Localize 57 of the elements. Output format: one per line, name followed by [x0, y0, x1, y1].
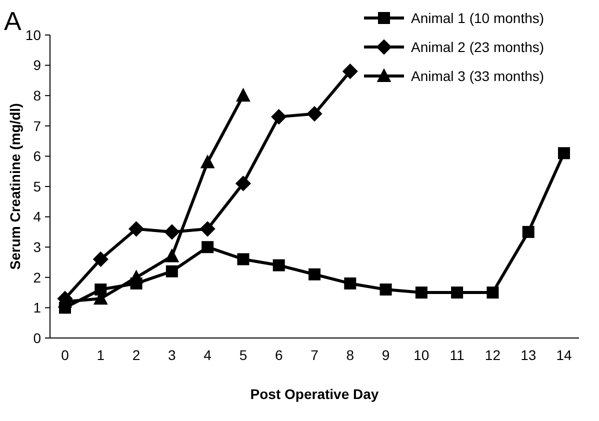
point [236, 88, 250, 102]
point [344, 277, 356, 290]
point [271, 109, 287, 125]
point [202, 241, 214, 254]
y-tick-label: 9 [33, 57, 42, 74]
y-tick-label: 1 [33, 300, 42, 316]
point [166, 265, 178, 278]
x-tick-label: 13 [520, 347, 536, 363]
point [380, 284, 392, 296]
point [164, 248, 180, 262]
point [237, 253, 250, 266]
text: A [4, 6, 22, 36]
point [451, 286, 464, 299]
x-tick-label: 8 [346, 347, 354, 363]
point [200, 154, 215, 168]
point [558, 147, 570, 160]
point [94, 284, 107, 296]
x-tick-label: 5 [239, 347, 248, 363]
point [308, 268, 320, 280]
y-axis-title: Serum Creatinine (mg/dl) [7, 103, 23, 270]
y-tick-label: 8 [33, 88, 42, 104]
y-tick-label: 7 [33, 118, 42, 134]
x-tick-label: 14 [556, 347, 572, 363]
point [272, 259, 285, 272]
y-tick-label: 5 [33, 178, 42, 194]
y-tick-label: 10 [25, 26, 42, 43]
x-tick-label: 3 [168, 347, 176, 363]
point [164, 224, 180, 240]
point [415, 286, 428, 299]
x-tick-label: 2 [132, 347, 140, 363]
x-tick-label: 4 [204, 347, 212, 363]
legend-label: Animal 2 (23 months) [411, 38, 544, 55]
point [486, 286, 499, 299]
y-tick-label: 2 [33, 269, 42, 286]
x-tick-label: 0 [61, 347, 70, 363]
point [342, 64, 358, 80]
point [128, 221, 144, 237]
point [200, 221, 216, 237]
x-tick-label: 9 [382, 347, 390, 363]
x-tick-label: 10 [414, 347, 430, 363]
y-tick-label: 0 [33, 330, 42, 346]
x-axis-title: Post Operative Day [250, 386, 379, 402]
x-tick-label: 11 [450, 347, 465, 363]
point [235, 176, 252, 192]
point [522, 226, 534, 238]
legend-label: Animal 3 (33 months) [411, 68, 544, 84]
legend-label: Animal 1 (10 months) [411, 10, 544, 26]
x-tick-label: 12 [484, 347, 501, 363]
point [92, 251, 108, 268]
y-tick-label: 4 [33, 208, 42, 225]
x-tick-label: 1 [96, 347, 105, 363]
point [306, 106, 322, 122]
y-tick-label: 6 [33, 148, 42, 164]
y-tick-label: 3 [33, 239, 42, 255]
x-tick-label: 7 [310, 347, 319, 363]
x-tick-label: 6 [274, 347, 283, 363]
point [129, 270, 144, 284]
